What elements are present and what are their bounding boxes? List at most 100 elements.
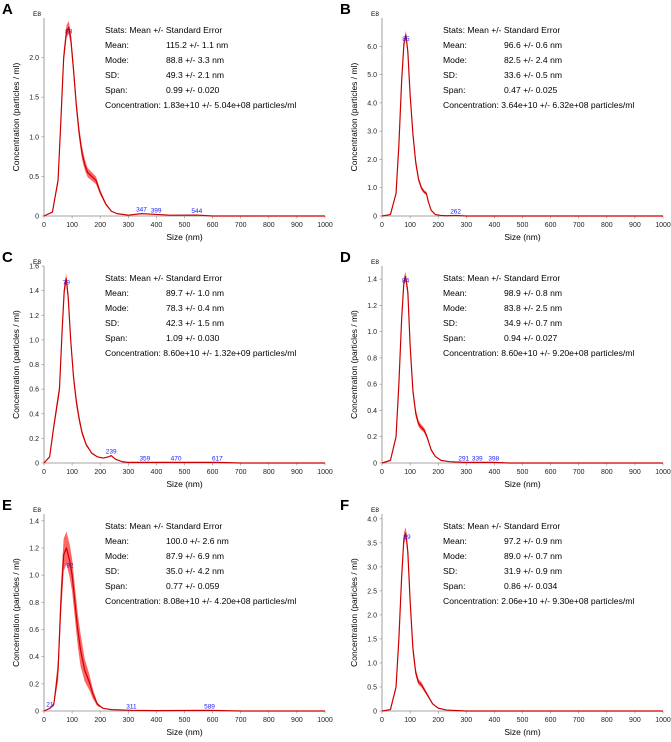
y-tick-label: 1.2 bbox=[29, 313, 39, 320]
y-tick-label: 1.0 bbox=[29, 134, 39, 141]
peak-label: 262 bbox=[450, 208, 461, 215]
series-line bbox=[43, 26, 325, 217]
x-tick-label: 600 bbox=[545, 222, 557, 229]
x-tick-label: 0 bbox=[380, 469, 384, 476]
stats-label-span: Span: bbox=[105, 85, 127, 95]
x-axis-title: Size (nm) bbox=[166, 232, 203, 242]
stats-value-mode: 87.9 +/- 6.9 nm bbox=[166, 551, 224, 561]
y-tick-label: 2.5 bbox=[367, 588, 377, 595]
peak-label: 92 bbox=[66, 563, 74, 570]
x-tick-label: 200 bbox=[94, 469, 106, 476]
peak-label: 544 bbox=[191, 208, 202, 215]
stats-value-mean: 98.9 +/- 0.8 nm bbox=[504, 288, 562, 298]
x-tick-label: 200 bbox=[94, 717, 106, 724]
stats-label-mean: Mean: bbox=[443, 536, 467, 546]
stats-label-span: Span: bbox=[443, 581, 465, 591]
x-tick-label: 400 bbox=[151, 222, 163, 229]
x-tick-label: 300 bbox=[122, 222, 134, 229]
stats-concentration: Concentration: 2.06e+10 +/- 9.30e+08 par… bbox=[443, 596, 634, 606]
peak-label: 589 bbox=[204, 703, 215, 710]
x-tick-label: 600 bbox=[207, 717, 219, 724]
x-tick-label: 300 bbox=[460, 469, 472, 476]
y-axis-title: Concentration (particles / ml) bbox=[11, 63, 21, 172]
stats-value-span: 0.77 +/- 0.059 bbox=[166, 581, 219, 591]
stats-value-mode: 82.5 +/- 2.4 nm bbox=[504, 55, 562, 65]
stats-value-mean: 97.2 +/- 0.9 nm bbox=[504, 536, 562, 546]
series-line bbox=[381, 532, 663, 712]
panel-letter: F bbox=[340, 497, 349, 514]
x-tick-label: 800 bbox=[263, 469, 275, 476]
x-tick-label: 300 bbox=[460, 222, 472, 229]
peak-label: 84 bbox=[402, 278, 410, 285]
y-tick-label: 2.0 bbox=[367, 157, 377, 164]
error-band bbox=[44, 273, 325, 463]
y-tick-label: 0.6 bbox=[29, 627, 39, 634]
peak-label: 239 bbox=[106, 449, 117, 456]
x-tick-label: 600 bbox=[545, 717, 557, 724]
peak-label: 470 bbox=[171, 455, 182, 462]
series-line bbox=[43, 277, 325, 464]
y-tick-label: 1.5 bbox=[367, 636, 377, 643]
x-tick-label: 700 bbox=[235, 222, 247, 229]
y-exponent-label: E8 bbox=[33, 259, 41, 266]
series-line bbox=[43, 547, 325, 712]
x-axis-title: Size (nm) bbox=[504, 479, 541, 489]
y-tick-label: 5.0 bbox=[367, 72, 377, 79]
y-tick-label: 0.8 bbox=[29, 362, 39, 369]
stats-value-sd: 31.9 +/- 0.9 nm bbox=[504, 566, 562, 576]
x-tick-label: 1000 bbox=[655, 469, 671, 476]
stats-concentration: Concentration: 8.60e+10 +/- 9.20e+08 par… bbox=[443, 348, 634, 358]
series-line bbox=[381, 34, 663, 217]
y-tick-label: 0.4 bbox=[29, 654, 39, 661]
stats-value-span: 0.47 +/- 0.025 bbox=[504, 85, 557, 95]
x-tick-label: 300 bbox=[122, 717, 134, 724]
stats-heading: Stats: Mean +/- Standard Error bbox=[105, 25, 222, 35]
x-tick-label: 100 bbox=[404, 717, 416, 724]
x-tick-label: 100 bbox=[404, 469, 416, 476]
peak-label: 339 bbox=[472, 455, 483, 462]
y-tick-label: 3.0 bbox=[367, 564, 377, 571]
x-tick-label: 0 bbox=[42, 222, 46, 229]
stats-value-mode: 78.3 +/- 0.4 nm bbox=[166, 303, 224, 313]
peak-label: 311 bbox=[126, 703, 137, 710]
y-tick-label: 4.0 bbox=[367, 100, 377, 107]
y-tick-label: 0.2 bbox=[29, 436, 39, 443]
stats-label-sd: SD: bbox=[443, 318, 457, 328]
stats-heading: Stats: Mean +/- Standard Error bbox=[105, 273, 222, 283]
y-tick-label: 1.4 bbox=[29, 518, 39, 525]
x-tick-label: 400 bbox=[151, 469, 163, 476]
error-band bbox=[44, 21, 325, 217]
panel-letter: A bbox=[2, 1, 13, 18]
x-tick-label: 0 bbox=[42, 717, 46, 724]
stats-value-span: 0.94 +/- 0.027 bbox=[504, 333, 557, 343]
x-tick-label: 700 bbox=[235, 469, 247, 476]
y-tick-label: 0.4 bbox=[367, 408, 377, 415]
stats-value-mode: 83.8 +/- 2.5 nm bbox=[504, 303, 562, 313]
x-tick-label: 800 bbox=[263, 222, 275, 229]
y-tick-label: 0.8 bbox=[29, 600, 39, 607]
panel-c: C E8 0 100 200 300 400 500 600 700 800 900 1000 0 0.2 0… bbox=[2, 249, 333, 489]
stats-value-sd: 42.3 +/- 1.5 nm bbox=[166, 318, 224, 328]
x-axis-title: Size (nm) bbox=[166, 727, 203, 737]
y-tick-label: 1.0 bbox=[367, 329, 377, 336]
peak-label: 291 bbox=[458, 455, 469, 462]
stats-heading: Stats: Mean +/- Standard Error bbox=[443, 25, 560, 35]
panel-e: E E8 0 100 200 300 400 500 600 700 800 900 1000 0 0.2 0… bbox=[2, 497, 333, 737]
stats-label-sd: SD: bbox=[443, 70, 457, 80]
peak-label: 88 bbox=[65, 29, 73, 36]
x-tick-label: 1000 bbox=[317, 222, 333, 229]
stats-label-mean: Mean: bbox=[443, 40, 467, 50]
x-tick-label: 1000 bbox=[317, 469, 333, 476]
y-tick-label: 1.0 bbox=[29, 573, 39, 580]
y-tick-label: 1.5 bbox=[29, 95, 39, 102]
stats-label-mean: Mean: bbox=[105, 288, 129, 298]
x-tick-label: 200 bbox=[94, 222, 106, 229]
stats-label-mode: Mode: bbox=[443, 551, 467, 561]
stats-value-mean: 115.2 +/- 1.1 nm bbox=[166, 40, 228, 50]
stats-label-mean: Mean: bbox=[105, 536, 129, 546]
x-tick-label: 900 bbox=[291, 469, 303, 476]
y-tick-label: 1.0 bbox=[367, 660, 377, 667]
stats-value-sd: 33.6 +/- 0.5 nm bbox=[504, 70, 562, 80]
y-tick-label: 0 bbox=[35, 461, 39, 468]
y-tick-label: 1.2 bbox=[367, 303, 377, 310]
